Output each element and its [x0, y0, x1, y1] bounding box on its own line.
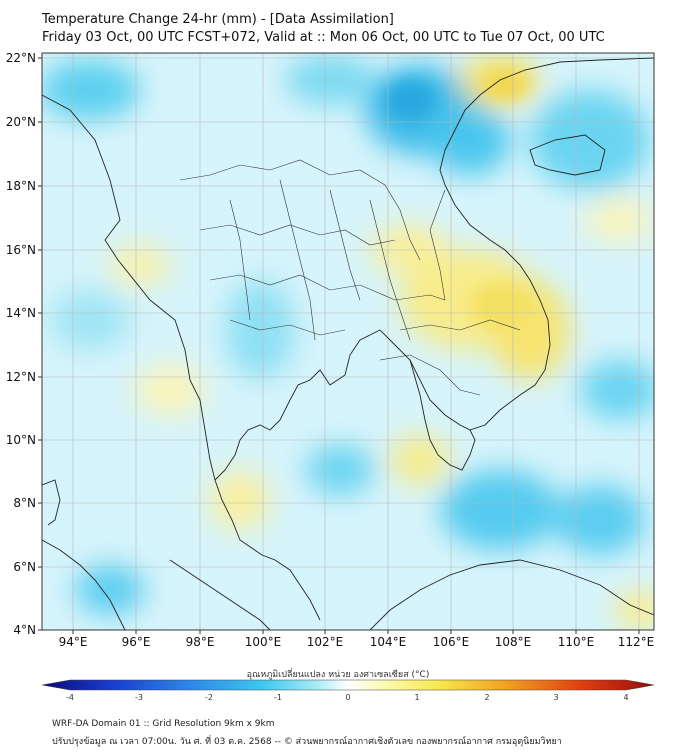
colorbar-tick-label: -4 — [66, 693, 74, 702]
map-frame — [41, 52, 655, 631]
lon-tick-label: 108°E — [495, 635, 532, 649]
lat-tick-label: 14°N — [6, 306, 36, 320]
coastlines — [42, 57, 654, 630]
colorbar-tick-label: 3 — [553, 693, 558, 702]
colorbar-tick-label: 2 — [484, 693, 489, 702]
lon-tick-label: 102°E — [307, 635, 344, 649]
colorbar-tick-label: 4 — [623, 693, 628, 702]
map-title: Temperature Change 24-hr (mm) - [Data As… — [42, 12, 394, 27]
lon-tick-label: 98°E — [186, 635, 215, 649]
lon-tick-label: 100°E — [245, 635, 282, 649]
lat-tick-label: 20°N — [6, 115, 36, 129]
lat-tick-label: 6°N — [13, 560, 36, 574]
colorbar: -4 -3 -2 -1 0 1 2 3 4 — [41, 679, 655, 702]
colorbar-tick-label: -1 — [274, 693, 282, 702]
lat-tick-label: 18°N — [6, 179, 36, 193]
lat-tick-label: 4°N — [13, 623, 36, 637]
lat-tick-label: 16°N — [6, 243, 36, 257]
colorbar-tick-label: 0 — [345, 693, 350, 702]
lon-tick-label: 112°E — [618, 635, 655, 649]
colorbar-tick-label: -2 — [205, 693, 213, 702]
province-borders — [179, 159, 521, 396]
lat-tick-label: 12°N — [6, 370, 36, 384]
lat-tick-label: 10°N — [6, 433, 36, 447]
footer-credit: ปรับปรุงข้อมูล ณ เวลา 07:00น. วัน ศ. ที่… — [52, 737, 562, 747]
lat-tick-label: 8°N — [13, 496, 36, 510]
footer-model-info: WRF-DA Domain 01 :: Grid Resolution 9km … — [52, 719, 275, 729]
colorbar-label: อุณหภูมิเปลี่ยนแปลง หน่วย องศาเซลเซียส (… — [246, 670, 430, 680]
temperature-field — [42, 53, 654, 630]
colorbar-tick-label: -3 — [135, 693, 143, 702]
lon-tick-label: 104°E — [370, 635, 407, 649]
graticule — [42, 53, 654, 630]
lat-tick-label: 22°N — [6, 51, 36, 65]
lon-tick-label: 94°E — [59, 635, 88, 649]
latitude-axis: 22°N 20°N 18°N 16°N 14°N 12°N 10°N 8°N 6… — [6, 51, 42, 637]
longitude-axis: 94°E 96°E 98°E 100°E 102°E 104°E 106°E 1… — [59, 630, 655, 649]
map-subtitle: Friday 03 Oct, 00 UTC FCST+072, Valid at… — [42, 30, 605, 45]
colorbar-tick-label: 1 — [414, 693, 419, 702]
lon-tick-label: 106°E — [433, 635, 470, 649]
colorbar-bar — [41, 679, 655, 691]
lon-tick-label: 96°E — [122, 635, 151, 649]
lon-tick-label: 110°E — [558, 635, 595, 649]
